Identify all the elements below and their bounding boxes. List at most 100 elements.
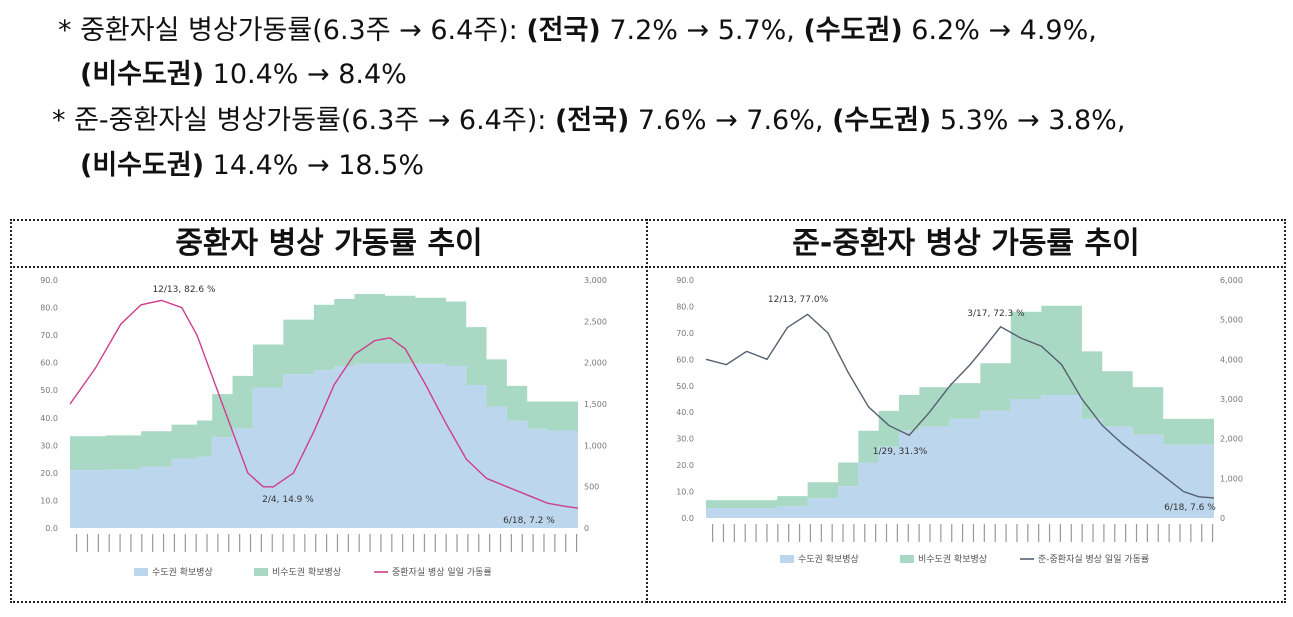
charts-frame <box>10 219 1286 603</box>
data-annotation: 2/4, 14.9 % <box>262 495 314 505</box>
y-left-tick-label: 80.0 <box>40 304 58 313</box>
legend-swatch <box>254 568 268 576</box>
x-tick-mark <box>885 524 888 542</box>
x-tick-mark <box>173 534 176 552</box>
x-tick-mark <box>532 534 534 552</box>
x-tick-mark <box>489 534 491 552</box>
x-tick-mark <box>1146 524 1148 542</box>
x-tick-mark <box>510 534 512 552</box>
x-tick-mark <box>217 534 219 552</box>
bullet-2-line-2: (비수도권) 14.4% → 18.5% <box>80 143 424 182</box>
title-divider <box>10 266 1286 268</box>
y-right-tick-label: 2,000 <box>584 359 607 368</box>
x-tick-mark <box>929 524 931 542</box>
data-annotation: 6/18, 7.6 % <box>1164 503 1216 513</box>
x-tick-mark <box>1157 524 1159 542</box>
y-right-tick-label: 3,000 <box>584 276 607 285</box>
legend-swatch <box>134 568 148 576</box>
x-tick-mark <box>119 534 121 552</box>
y-left-tick-label: 90.0 <box>40 276 58 285</box>
x-tick-mark <box>896 524 898 542</box>
x-tick-mark <box>831 524 833 542</box>
x-tick-mark <box>1125 524 1127 542</box>
y-left-tick-label: 10.0 <box>40 496 58 505</box>
y-right-tick-label: 0 <box>1220 514 1225 523</box>
x-tick-mark <box>918 524 920 542</box>
x-tick-mark <box>798 524 801 542</box>
legend-label: 수도권 확보병상 <box>798 553 859 565</box>
y-left-tick-label: 50.0 <box>676 382 694 391</box>
x-tick-mark <box>1038 524 1040 542</box>
x-tick-mark <box>864 524 866 542</box>
region-national: (전국) <box>526 15 601 46</box>
x-tick-mark <box>162 534 165 552</box>
x-tick-mark <box>195 534 197 552</box>
x-tick-mark <box>565 534 567 552</box>
y-right-tick-label: 4,000 <box>1220 355 1243 364</box>
y-left-tick-label: 30.0 <box>676 435 694 444</box>
x-tick-mark <box>1114 524 1116 542</box>
bullet-1-line-1: * 중환자실 병상가동률(6.3주 → 6.4주): (전국) 7.2% → 5… <box>58 8 1097 47</box>
x-tick-mark <box>722 524 725 542</box>
y-right-tick-label: 6,000 <box>1220 276 1243 285</box>
y-right-tick-label: 500 <box>584 483 599 492</box>
x-tick-mark <box>777 524 779 542</box>
x-tick-mark <box>315 534 317 552</box>
bullet-marker: * <box>52 105 66 136</box>
capital-beds-area <box>706 395 1214 518</box>
y-right-tick-label: 2,500 <box>584 317 607 326</box>
x-tick-mark <box>788 524 790 542</box>
x-tick-mark <box>86 534 89 552</box>
x-tick-mark <box>962 524 964 542</box>
x-tick-mark <box>206 534 208 552</box>
x-tick-mark <box>766 524 768 542</box>
occupancy-rate-line <box>69 299 579 509</box>
x-tick-mark <box>1059 524 1062 542</box>
legend-label: 중환자실 병상 일일 가동률 <box>392 566 492 578</box>
y-left-tick-label: 10.0 <box>676 488 694 497</box>
x-tick-mark <box>744 524 746 542</box>
x-tick-mark <box>554 534 556 552</box>
region-values: 7.2% → 5.7%, <box>609 15 795 46</box>
bullet-marker: * <box>58 15 72 46</box>
data-annotation: 12/13, 82.6 % <box>152 285 216 295</box>
x-tick-mark <box>1212 524 1214 542</box>
legend-swatch <box>900 555 914 563</box>
x-tick-mark <box>467 534 469 552</box>
x-tick-mark <box>875 524 877 542</box>
region-non-capital: (비수도권) <box>80 150 205 181</box>
x-tick-mark <box>249 534 252 552</box>
x-tick-mark <box>951 524 953 542</box>
x-tick-mark <box>271 534 273 552</box>
left-panel-title: 중환자 병상 가동률 추이 <box>175 226 483 261</box>
data-annotation: 1/29, 31.3% <box>873 447 928 457</box>
x-tick-mark <box>152 534 154 552</box>
panel-divider <box>646 219 648 603</box>
icu-occupancy-chart: 0.0 10.0 20.0 30.0 40.0 50.0 60.0 70.0 80.0 90.0 0… <box>40 276 607 578</box>
semi-icu-occupancy-chart: 0.0 10.0 20.0 30.0 40.0 50.0 60.0 70.0 80.0 90.0 0… <box>676 276 1243 565</box>
x-tick-mark <box>1005 524 1007 542</box>
y-left-tick-label: 60.0 <box>40 359 58 368</box>
region-values: 10.4% → 8.4% <box>212 59 407 90</box>
x-tick-mark <box>380 534 382 552</box>
y-left-tick-label: 20.0 <box>676 461 694 470</box>
x-tick-mark <box>576 534 578 552</box>
region-values: 14.4% → 18.5% <box>212 150 424 181</box>
x-tick-mark <box>809 524 812 542</box>
x-tick-mark <box>1027 524 1029 542</box>
y-left-tick-label: 40.0 <box>676 408 694 417</box>
x-tick-mark <box>434 534 436 552</box>
x-tick-mark <box>336 534 339 552</box>
y-right-tick-label: 2,000 <box>1220 435 1243 444</box>
y-left-tick-label: 40.0 <box>40 414 58 423</box>
y-left-tick-label: 80.0 <box>676 302 694 311</box>
x-tick-mark <box>1190 524 1192 542</box>
x-tick-mark <box>543 534 545 552</box>
x-tick-mark <box>456 534 458 552</box>
x-tick-mark <box>842 524 844 542</box>
x-tick-mark <box>445 534 447 552</box>
x-tick-mark <box>76 534 78 552</box>
region-values: 7.6% → 7.6%, <box>637 105 824 136</box>
x-tick-mark <box>1201 524 1203 542</box>
legend-label: 수도권 확보병상 <box>152 566 213 578</box>
